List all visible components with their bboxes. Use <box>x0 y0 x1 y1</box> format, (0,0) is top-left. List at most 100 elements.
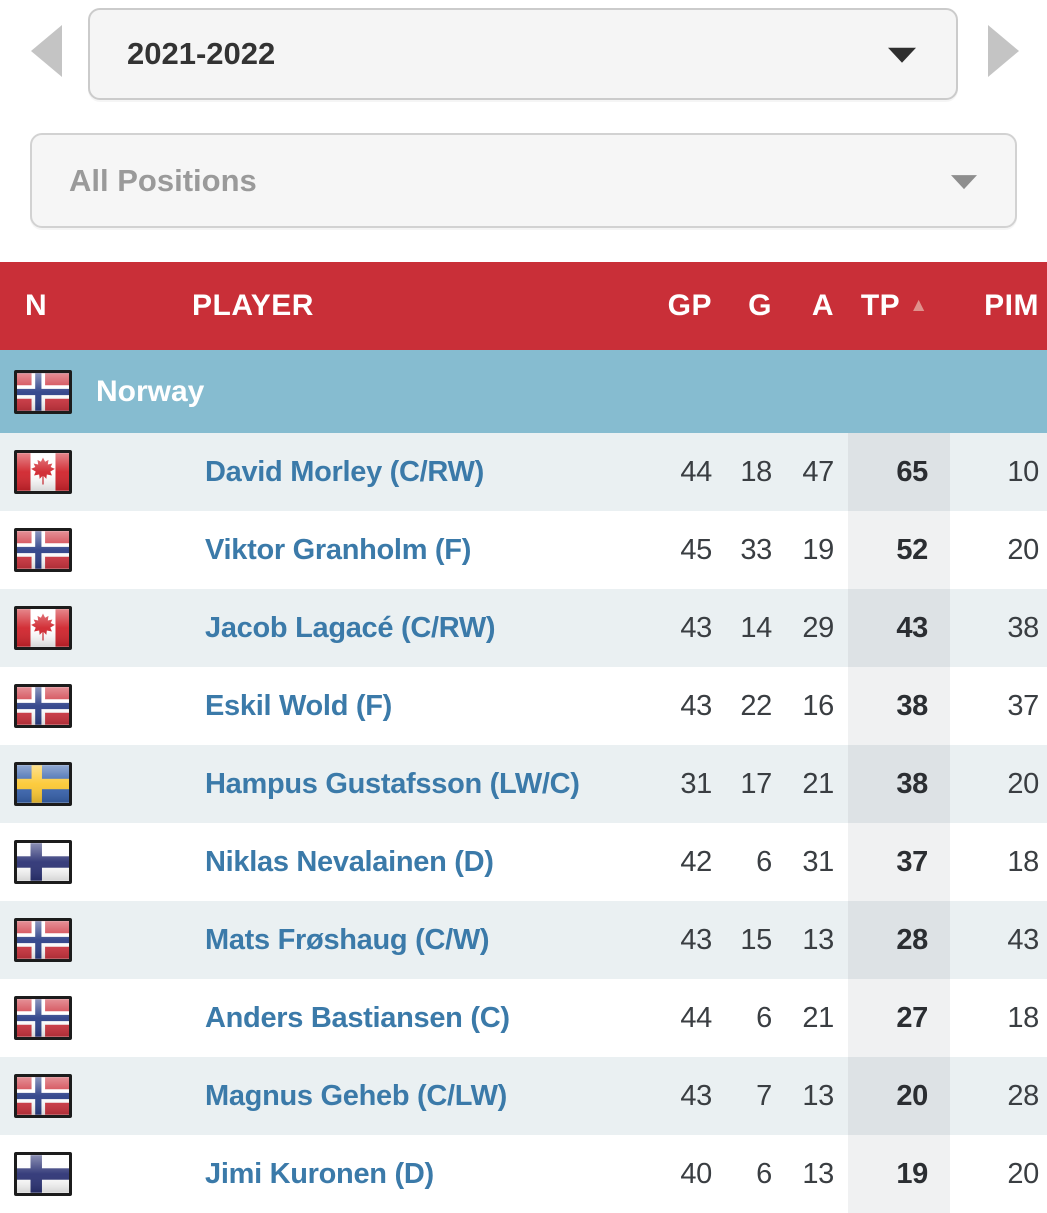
team-name: Norway <box>96 374 205 408</box>
position-filter-select[interactable]: All Positions <box>30 133 1017 228</box>
stat-gp: 43 <box>680 1079 712 1112</box>
position-filter-value: All Positions <box>69 162 257 198</box>
player-nationality-cell <box>0 979 95 1057</box>
stat-tp: 20 <box>848 1057 950 1135</box>
column-header-label: A <box>811 289 834 322</box>
team-flag-cell <box>0 350 95 433</box>
stat-gp: 43 <box>680 923 712 956</box>
stat-pim: 38 <box>1007 611 1039 644</box>
player-name-cell: Hampus Gustafsson (LW/C) <box>95 745 634 823</box>
stat-a: 13 <box>802 1079 834 1112</box>
season-select[interactable]: 2021-2022 <box>88 8 958 100</box>
team-name-cell: Norway <box>95 350 1047 433</box>
player-link[interactable]: Jacob Lagacé (C/RW) <box>205 611 496 644</box>
table-row: Jacob Lagacé (C/RW) 43 14 29 43 38 <box>0 589 1047 667</box>
table-row: Anders Bastiansen (C) 44 6 21 27 18 <box>0 979 1047 1057</box>
player-nationality-cell <box>0 433 95 511</box>
stat-gp: 44 <box>680 455 712 488</box>
season-select-value: 2021-2022 <box>127 36 276 71</box>
player-nationality-cell <box>0 745 95 823</box>
player-name-cell: Magnus Geheb (C/LW) <box>95 1057 634 1135</box>
sort-ascending-icon: ▲ <box>909 295 928 316</box>
player-name-cell: Jimi Kuronen (D) <box>95 1135 634 1213</box>
column-header-pim[interactable]: PIM <box>950 262 1047 350</box>
column-header-label: GP <box>667 289 712 322</box>
stat-a: 47 <box>802 455 834 488</box>
norway-flag-icon <box>14 1074 72 1118</box>
stat-g: 17 <box>740 767 772 800</box>
stat-a: 21 <box>802 1001 834 1034</box>
column-header-label: PIM <box>984 289 1039 322</box>
stat-a: 29 <box>802 611 834 644</box>
player-nationality-cell <box>0 823 95 901</box>
table-row: Jimi Kuronen (D) 40 6 13 19 20 <box>0 1135 1047 1213</box>
table-row: David Morley (C/RW) 44 18 47 65 10 <box>0 433 1047 511</box>
player-link[interactable]: Eskil Wold (F) <box>205 689 392 722</box>
stat-g: 6 <box>756 845 772 878</box>
stat-pim: 18 <box>1007 1001 1039 1034</box>
column-header-tp[interactable]: TP ▲ <box>848 262 950 350</box>
stat-a: 21 <box>802 767 834 800</box>
table-row: Niklas Nevalainen (D) 42 6 31 37 18 <box>0 823 1047 901</box>
stat-pim: 43 <box>1007 923 1039 956</box>
finland-flag-icon <box>14 840 72 884</box>
player-name-cell: Anders Bastiansen (C) <box>95 979 634 1057</box>
stat-tp: 37 <box>848 823 950 901</box>
player-name-cell: Mats Frøshaug (C/W) <box>95 901 634 979</box>
stat-pim: 18 <box>1007 845 1039 878</box>
column-header-g[interactable]: G <box>718 262 778 350</box>
stat-tp: 28 <box>848 901 950 979</box>
player-stats-table: N PLAYER GP G A TP ▲ PIM Norway David Morley (C… <box>0 262 1047 1213</box>
stat-pim: 37 <box>1007 689 1039 722</box>
player-link[interactable]: Jimi Kuronen (D) <box>205 1157 434 1190</box>
table-row: Mats Frøshaug (C/W) 43 15 13 28 43 <box>0 901 1047 979</box>
player-nationality-cell <box>0 511 95 589</box>
stat-g: 18 <box>740 455 772 488</box>
player-name-cell: David Morley (C/RW) <box>95 433 634 511</box>
stat-pim: 20 <box>1007 1157 1039 1190</box>
table-row: Viktor Granholm (F) 45 33 19 52 20 <box>0 511 1047 589</box>
sweden-flag-icon <box>14 762 72 806</box>
column-header-label: N <box>25 289 48 322</box>
player-name-cell: Jacob Lagacé (C/RW) <box>95 589 634 667</box>
player-nationality-cell <box>0 901 95 979</box>
filter-controls: 2021-2022 All Positions <box>0 0 1047 262</box>
player-link[interactable]: David Morley (C/RW) <box>205 455 484 488</box>
chevron-down-icon <box>951 174 977 189</box>
player-nationality-cell <box>0 667 95 745</box>
player-link[interactable]: Magnus Geheb (C/LW) <box>205 1079 508 1112</box>
canada-flag-icon <box>14 606 72 650</box>
column-header-label: TP <box>860 289 901 322</box>
stat-a: 31 <box>802 845 834 878</box>
previous-season-arrow-icon[interactable] <box>31 25 62 77</box>
stat-gp: 43 <box>680 611 712 644</box>
column-header-gp[interactable]: GP <box>634 262 718 350</box>
norway-flag-icon <box>14 684 72 728</box>
player-name-cell: Viktor Granholm (F) <box>95 511 634 589</box>
player-link[interactable]: Viktor Granholm (F) <box>205 533 472 566</box>
stat-tp: 19 <box>848 1135 950 1213</box>
column-header-a[interactable]: A <box>778 262 848 350</box>
norway-flag-icon <box>14 528 72 572</box>
stat-a: 13 <box>802 923 834 956</box>
next-season-arrow-icon[interactable] <box>988 25 1019 77</box>
stat-pim: 20 <box>1007 767 1039 800</box>
table-row: Eskil Wold (F) 43 22 16 38 37 <box>0 667 1047 745</box>
stat-gp: 45 <box>680 533 712 566</box>
table-header-row: N PLAYER GP G A TP ▲ PIM <box>0 262 1047 350</box>
table-row: Magnus Geheb (C/LW) 43 7 13 20 28 <box>0 1057 1047 1135</box>
player-link[interactable]: Hampus Gustafsson (LW/C) <box>205 767 580 800</box>
norway-flag-icon <box>14 996 72 1040</box>
stat-g: 7 <box>756 1079 772 1112</box>
stat-g: 6 <box>756 1001 772 1034</box>
player-link[interactable]: Niklas Nevalainen (D) <box>205 845 494 878</box>
stat-g: 33 <box>740 533 772 566</box>
stat-tp: 27 <box>848 979 950 1057</box>
stat-tp: 65 <box>848 433 950 511</box>
stat-gp: 44 <box>680 1001 712 1034</box>
column-header-n[interactable]: N <box>0 262 95 350</box>
player-link[interactable]: Anders Bastiansen (C) <box>205 1001 510 1034</box>
table-body: David Morley (C/RW) 44 18 47 65 10 Vikto… <box>0 433 1047 1213</box>
player-link[interactable]: Mats Frøshaug (C/W) <box>205 923 490 956</box>
column-header-player[interactable]: PLAYER <box>95 262 634 350</box>
